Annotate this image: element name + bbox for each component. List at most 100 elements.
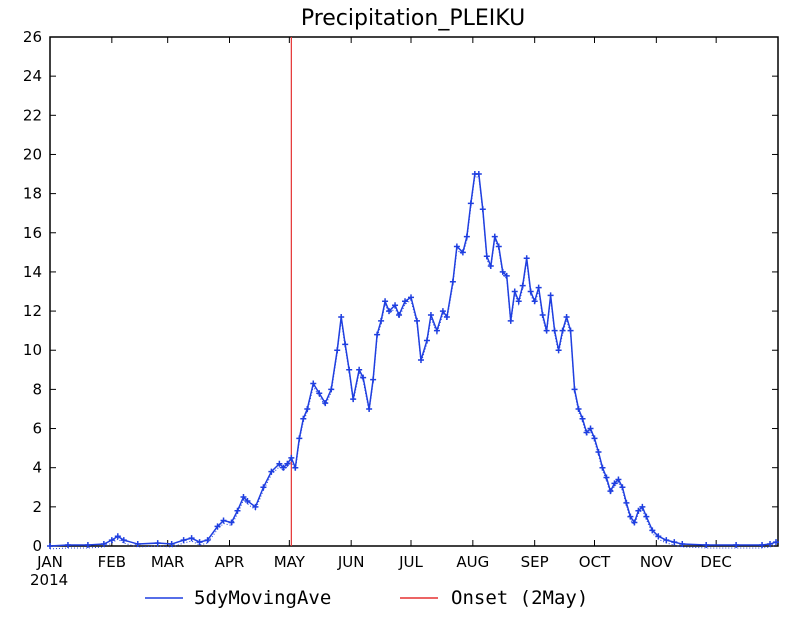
- data-point: [599, 464, 606, 471]
- data-point: [607, 488, 614, 495]
- y-tick-label: 4: [32, 459, 42, 477]
- data-point: [563, 313, 570, 320]
- data-point: [423, 337, 430, 344]
- data-point: [663, 537, 670, 544]
- data-point: [483, 253, 490, 260]
- data-point: [356, 366, 363, 373]
- x-tick-label-mar: MAR: [151, 553, 185, 571]
- x-tick-label-jun: JUN: [337, 553, 365, 571]
- data-point: [100, 541, 107, 548]
- data-point: [350, 396, 357, 403]
- y-tick-label: 10: [23, 341, 42, 359]
- data-point: [378, 317, 385, 324]
- data-point: [649, 527, 656, 534]
- data-point: [487, 263, 494, 270]
- data-point: [280, 464, 287, 471]
- data-point: [511, 288, 518, 295]
- data-point: [575, 405, 582, 412]
- data-point: [338, 313, 345, 320]
- data-point: [328, 386, 335, 393]
- data-point: [310, 380, 317, 387]
- data-point: [627, 513, 634, 520]
- series-5dyMovingAve: [47, 171, 780, 550]
- y-tick-label: 0: [32, 537, 42, 555]
- x-tick-label-may: MAY: [274, 553, 306, 571]
- y-tick-label: 2: [32, 498, 42, 516]
- data-point: [555, 347, 562, 354]
- data-point: [547, 292, 554, 299]
- data-point: [655, 533, 662, 540]
- series-5dyMovingAve-line: [49, 173, 777, 547]
- data-point: [64, 542, 71, 549]
- data-point: [108, 537, 115, 544]
- y-tick-label: 22: [23, 106, 42, 124]
- data-point: [276, 460, 283, 467]
- data-point: [639, 503, 646, 510]
- data-point: [499, 268, 506, 275]
- data-point: [491, 233, 498, 240]
- data-point: [392, 302, 399, 309]
- data-point: [342, 341, 349, 348]
- data-point: [515, 298, 522, 305]
- data-point: [759, 542, 766, 549]
- data-point: [322, 400, 329, 407]
- data-point: [503, 272, 510, 279]
- data-point: [413, 317, 420, 324]
- data-point: [571, 386, 578, 393]
- data-point: [587, 425, 594, 432]
- data-point: [453, 243, 460, 250]
- y-tick-label: 20: [23, 145, 42, 163]
- data-point: [244, 497, 251, 504]
- data-point: [114, 533, 121, 540]
- data-point: [346, 366, 353, 373]
- data-point: [591, 435, 598, 442]
- x-axis: JAN FEB MAR APR MAY JUN JUL AUG SEP OCT NOV DEC: [36, 37, 732, 571]
- data-point: [583, 429, 590, 436]
- data-point: [595, 449, 602, 456]
- x-tick-label-nov: NOV: [640, 553, 674, 571]
- data-point: [196, 539, 203, 546]
- data-point: [408, 294, 415, 301]
- data-point: [296, 435, 303, 442]
- data-point: [479, 206, 486, 213]
- legend: 5dyMovingAve Onset (2May): [145, 587, 588, 609]
- data-point: [619, 484, 626, 491]
- data-point: [214, 523, 221, 530]
- y-tick-label: 12: [23, 302, 42, 320]
- data-point: [543, 327, 550, 334]
- data-point: [220, 517, 227, 524]
- data-point: [475, 171, 482, 178]
- data-point: [260, 484, 267, 491]
- y-tick-label: 6: [32, 420, 42, 438]
- data-point: [386, 308, 393, 315]
- data-point: [559, 327, 566, 334]
- y-tick-label: 18: [23, 185, 42, 203]
- data-point: [304, 405, 311, 412]
- data-point: [495, 243, 502, 250]
- data-point: [535, 284, 542, 291]
- data-point: [268, 468, 275, 475]
- data-point: [154, 540, 161, 547]
- x-tick-label-jan: JAN: [36, 553, 63, 571]
- data-point: [767, 541, 774, 548]
- y-tick-label: 14: [23, 263, 42, 281]
- data-point: [396, 311, 403, 318]
- data-point: [417, 357, 424, 364]
- chart-title: Precipitation_PLEIKU: [301, 6, 525, 31]
- data-point: [84, 542, 91, 549]
- data-point: [47, 543, 53, 549]
- data-point: [240, 494, 247, 501]
- data-point: [539, 311, 546, 318]
- data-point: [188, 535, 195, 542]
- data-point: [507, 317, 514, 324]
- data-point: [643, 513, 650, 520]
- y-tick-label: 24: [23, 67, 42, 85]
- data-point: [168, 541, 175, 548]
- data-point: [449, 278, 456, 285]
- data-point: [679, 541, 686, 548]
- data-point: [459, 249, 466, 256]
- legend-label-series: 5dyMovingAve: [194, 587, 331, 609]
- data-point: [284, 460, 291, 467]
- data-point: [631, 519, 638, 526]
